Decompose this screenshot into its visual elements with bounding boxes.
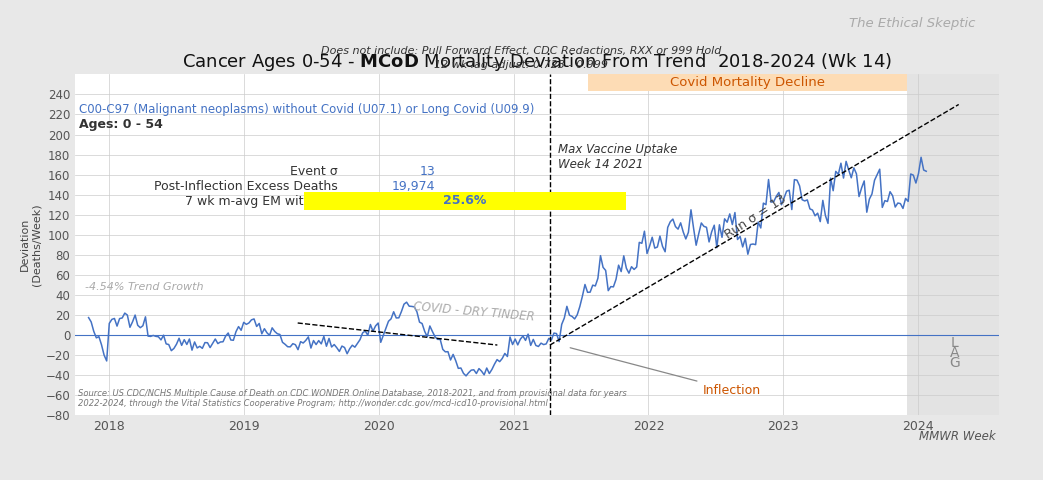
Text: Does not include: Pull Forward Effect, CDC Redactions, RXX or 999 Hold: Does not include: Pull Forward Effect, C…: [321, 46, 722, 56]
Text: Source: US CDC/NCHS Multiple Cause of Death on CDC WONDER Online Database, 2018-: Source: US CDC/NCHS Multiple Cause of De…: [78, 389, 627, 408]
Text: C00-C97 (Malignant neoplasms) without Covid (U07.1) or Long Covid (U09.9): C00-C97 (Malignant neoplasms) without Co…: [79, 103, 534, 116]
Text: Event σ: Event σ: [290, 165, 338, 178]
Text: 13: 13: [419, 165, 435, 178]
Text: Run σ = 13: Run σ = 13: [723, 192, 789, 241]
Text: 25.6%: 25.6%: [443, 194, 487, 207]
Text: -4.54% Trend Growth: -4.54% Trend Growth: [84, 282, 203, 292]
Y-axis label: Deviation
(Deaths/Week): Deviation (Deaths/Week): [20, 204, 42, 286]
Bar: [588, 74, 907, 92]
Text: Inflection: Inflection: [571, 348, 760, 396]
Bar: [907, 74, 999, 415]
Text: L: L: [951, 336, 959, 350]
Text: Ages: 0 - 54: Ages: 0 - 54: [79, 118, 163, 131]
Text: Max Vaccine Uptake
Week 14 2021: Max Vaccine Uptake Week 14 2021: [558, 143, 678, 170]
Text: The Ethical Skeptic: The Ethical Skeptic: [849, 17, 975, 30]
Text: G: G: [949, 356, 960, 370]
Text: COVID - DRY TINDER: COVID - DRY TINDER: [412, 300, 535, 324]
Text: Covid Mortality Decline: Covid Mortality Decline: [670, 76, 825, 89]
Text: 7 wk m-avg EM with PFE: 7 wk m-avg EM with PFE: [186, 195, 338, 208]
Text: 12 wk lag adjust: 0.723 - 0.999: 12 wk lag adjust: 0.723 - 0.999: [435, 60, 608, 70]
FancyBboxPatch shape: [305, 192, 626, 210]
Text: A: A: [950, 346, 960, 360]
Text: 19,974: 19,974: [392, 180, 435, 193]
Title: Cancer Ages 0-54 - $\bf{MCoD}$ Mortality Deviation From Trend  2018-2024 (Wk 14): Cancer Ages 0-54 - $\bf{MCoD}$ Mortality…: [183, 51, 892, 73]
Text: Post-Inflection Excess Deaths: Post-Inflection Excess Deaths: [154, 180, 338, 193]
Text: MMWR Week: MMWR Week: [919, 430, 995, 443]
